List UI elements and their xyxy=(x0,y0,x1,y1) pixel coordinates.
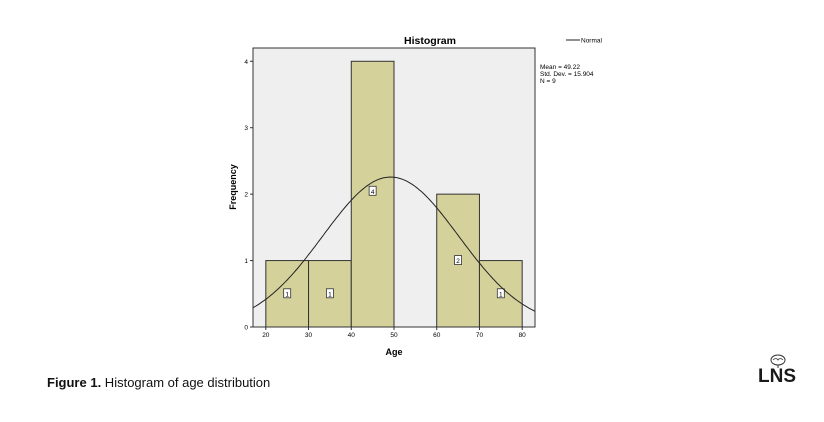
bar-label-box xyxy=(326,288,334,299)
caption-text: Histogram of age distribution xyxy=(101,375,271,390)
y-axis-ticks: 0 1 2 3 4 xyxy=(244,59,253,332)
x-tick-label: 40 xyxy=(348,332,356,339)
x-tick-label: 50 xyxy=(390,332,398,339)
stat-sd: Std. Dev. = 15.904 xyxy=(540,71,594,78)
bar-label-box xyxy=(368,185,377,196)
x-tick-label: 30 xyxy=(305,332,313,339)
y-tick-label: 0 xyxy=(244,325,248,332)
bar-label: 1 xyxy=(285,291,289,298)
x-axis-ticks: 20 30 40 50 60 70 80 xyxy=(262,327,526,339)
figure-caption: Figure 1. Histogram of age distribution xyxy=(47,375,270,390)
y-axis-label: Frequency xyxy=(228,164,238,210)
bar-label: 1 xyxy=(499,291,503,298)
x-tick-label: 20 xyxy=(262,332,270,339)
bar-label: 4 xyxy=(371,189,375,196)
x-tick-label: 70 xyxy=(476,332,484,339)
x-tick-label: 60 xyxy=(433,332,441,339)
y-tick-label: 1 xyxy=(244,258,248,265)
caption-prefix: Figure 1. xyxy=(47,375,102,390)
bar-label-box xyxy=(283,288,292,299)
legend-label: Normal xyxy=(581,38,603,45)
bar-label: 1 xyxy=(328,291,332,298)
x-tick-label: 80 xyxy=(519,332,527,339)
x-axis-label: Age xyxy=(385,347,402,357)
brain-icon xyxy=(770,354,786,368)
bar-labels-group: 1 1 4 2 1 xyxy=(283,185,505,299)
normal-curve xyxy=(252,176,536,312)
bar-label-box xyxy=(454,255,462,265)
logo-text: LNS xyxy=(758,366,796,387)
y-tick-label: 4 xyxy=(244,59,248,66)
chart-title: Histogram xyxy=(404,35,456,47)
bar-label: 2 xyxy=(456,258,460,265)
stat-mean: Mean = 49.22 xyxy=(540,64,580,71)
stat-n: N = 9 xyxy=(540,78,556,85)
y-tick-label: 2 xyxy=(244,192,248,199)
lins-logo: LNS xyxy=(758,352,808,392)
y-tick-label: 3 xyxy=(244,125,248,132)
bar-label-box xyxy=(496,288,505,299)
